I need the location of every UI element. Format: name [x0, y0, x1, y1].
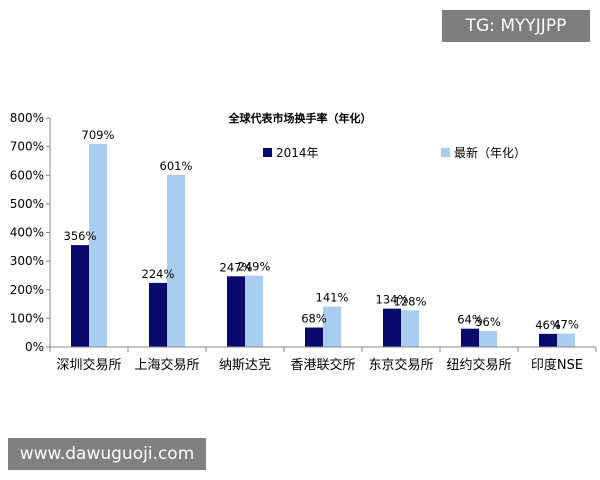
bar: [71, 245, 89, 347]
bar: [227, 276, 245, 347]
bar: [245, 275, 263, 347]
x-tick-label: 纳斯达克: [219, 358, 271, 373]
bar: [479, 330, 497, 347]
y-tick-label: 300%: [10, 254, 44, 268]
bar: [323, 306, 341, 347]
bar: [89, 144, 107, 347]
bars: [71, 144, 575, 347]
y-tick-label: 100%: [10, 311, 44, 325]
bar: [305, 327, 323, 347]
legend: 2014年 最新（年化）: [263, 145, 526, 160]
bar-value-label: 601%: [160, 159, 193, 173]
x-tick-label: 印度NSE: [531, 357, 583, 373]
bar-value-label: 47%: [553, 318, 579, 332]
y-tick-label: 700%: [10, 140, 44, 154]
bar: [383, 308, 401, 347]
y-tick-label: 0%: [25, 340, 44, 354]
chart-title: 全球代表市场换手率（年化）: [228, 111, 372, 125]
bar: [149, 282, 167, 347]
bar-value-label: 247%: [220, 260, 253, 274]
bar: [539, 333, 557, 347]
bar: [401, 310, 419, 347]
bar-value-label: 224%: [142, 267, 175, 281]
bar-value-label: 128%: [394, 294, 427, 308]
x-tick-label: 深圳交易所: [56, 357, 121, 373]
x-tick-label: 上海交易所: [134, 357, 199, 373]
legend-label-2014: 2014年: [276, 146, 319, 160]
x-tick-label: 香港联交所: [290, 357, 355, 373]
x-tick-label: 纽约交易所: [446, 357, 511, 373]
x-axis: 深圳交易所 上海交易所 纳斯达克 香港联交所 东京交易所 纽约交易所 印度NSE: [49, 346, 597, 373]
watermark-bottom: www.dawuguoji.com: [8, 438, 206, 470]
y-tick-label: 800%: [10, 111, 44, 125]
y-tick-label: 200%: [10, 283, 44, 297]
bar-value-label: 56%: [475, 315, 501, 329]
bar: [461, 328, 479, 347]
bar-value-label: 141%: [316, 291, 349, 305]
bar: [557, 333, 575, 347]
y-tick-label: 600%: [10, 168, 44, 182]
bar: [167, 174, 185, 347]
y-axis: 0% 100% 200% 300% 400% 500% 600% 700% 800%: [10, 111, 51, 354]
watermark-top: TG: MYYJJPP: [442, 10, 590, 42]
x-tick-label: 东京交易所: [368, 357, 433, 373]
bar-value-label: 68%: [301, 312, 327, 326]
bar-value-label: 134%: [376, 293, 409, 307]
legend-swatch-2014: [263, 148, 272, 157]
legend-label-latest: 最新（年化）: [454, 145, 526, 160]
data-labels: 356% 709% 224% 601% 247%249% 68% 141% 134%128% 6…: [64, 128, 579, 332]
bar-value-label: 356%: [64, 229, 97, 243]
bar-value-label: 249%: [238, 260, 271, 274]
bar-value-label: 64%: [457, 313, 483, 327]
legend-swatch-latest: [441, 148, 450, 157]
y-tick-label: 500%: [10, 197, 44, 211]
bar-value-label: 46%: [535, 318, 561, 332]
bar-value-label: 709%: [82, 128, 115, 142]
y-tick-label: 400%: [10, 226, 44, 240]
